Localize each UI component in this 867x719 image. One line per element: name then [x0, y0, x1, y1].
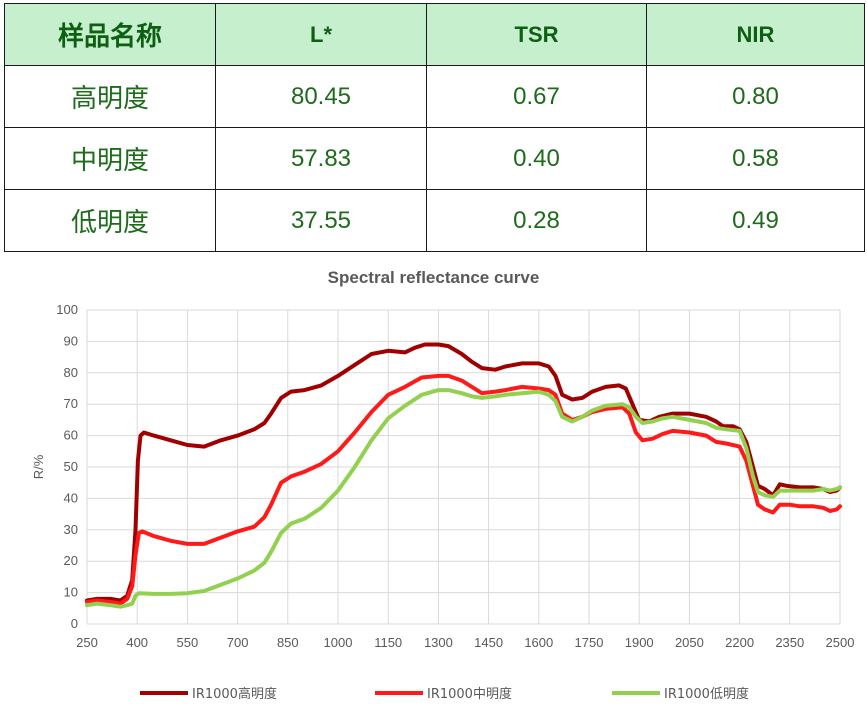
y-tick-label: 0: [71, 616, 78, 631]
x-tick-label: 700: [227, 635, 249, 650]
x-tick-label: 2500: [826, 635, 855, 650]
legend-label: IR1000中明度: [427, 686, 512, 702]
x-tick-label: 2200: [725, 635, 754, 650]
x-tick-label: 1600: [524, 635, 553, 650]
y-tick-label: 40: [64, 490, 78, 505]
y-tick-label: 90: [64, 333, 78, 348]
header-nir: NIR: [646, 3, 865, 66]
cell-tsr: 0.28: [426, 189, 647, 252]
legend-label: IR1000低明度: [664, 686, 749, 702]
y-tick-label: 50: [64, 459, 78, 474]
x-tick-label: 550: [177, 635, 199, 650]
y-tick-label: 80: [64, 365, 78, 380]
cell-l-star: 37.55: [215, 189, 427, 252]
table-row: 高明度 80.45 0.67 0.80: [4, 65, 865, 128]
chart-title: Spectral reflectance curve: [327, 268, 540, 287]
x-tick-label: 1150: [374, 635, 402, 650]
x-tick-label: 1300: [424, 635, 453, 650]
y-tick-label: 10: [64, 585, 78, 600]
cell-nir: 0.49: [646, 189, 865, 252]
x-tick-label: 1000: [324, 635, 353, 650]
x-tick-label: 1450: [474, 635, 503, 650]
y-tick-label: 60: [64, 428, 78, 443]
cell-sample-name: 低明度: [4, 189, 216, 252]
cell-l-star: 80.45: [215, 65, 427, 128]
x-tick-label: 2350: [775, 635, 804, 650]
legend-label: IR1000高明度: [192, 686, 277, 702]
y-tick-label: 70: [64, 396, 78, 411]
properties-table: 样品名称 L* TSR NIR 高明度 80.45 0.67 0.80 中明度 …: [4, 3, 865, 252]
cell-tsr: 0.67: [426, 65, 647, 128]
cell-tsr: 0.40: [426, 127, 647, 190]
x-tick-label: 1750: [575, 635, 604, 650]
y-tick-label: 20: [64, 553, 78, 568]
series-line-2: [85, 373, 842, 606]
x-tick-label: 250: [76, 635, 98, 650]
table-header-row: 样品名称 L* TSR NIR: [4, 3, 865, 66]
x-tick-label: 400: [126, 635, 148, 650]
header-sample-name: 样品名称: [4, 3, 216, 66]
cell-nir: 0.80: [646, 65, 865, 128]
x-tick-label: 2050: [675, 635, 704, 650]
series-line-3: [85, 388, 842, 609]
x-tick-label: 1900: [625, 635, 654, 650]
header-l-star: L*: [215, 3, 427, 66]
y-axis-label: R/%: [31, 454, 46, 479]
y-tick-label: 100: [56, 302, 78, 317]
table-row: 低明度 37.55 0.28 0.49: [4, 189, 865, 252]
table-row: 中明度 57.83 0.40 0.58: [4, 127, 865, 190]
y-tick-label: 30: [64, 522, 78, 537]
x-tick-label: 850: [277, 635, 299, 650]
cell-l-star: 57.83: [215, 127, 427, 190]
